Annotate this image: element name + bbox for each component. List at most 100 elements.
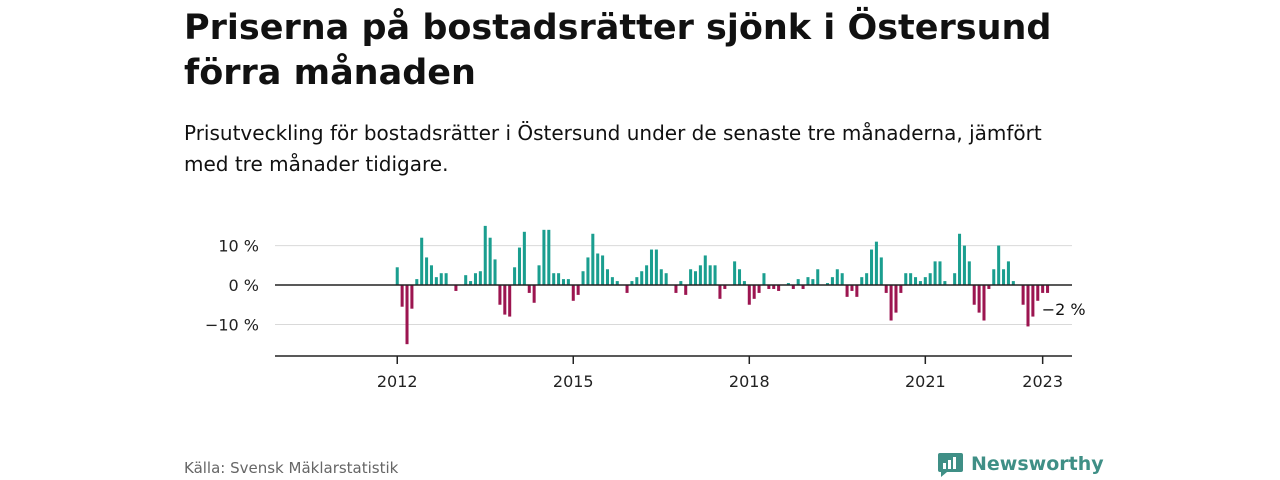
bar — [791, 285, 795, 289]
bar — [542, 229, 546, 286]
bar — [410, 285, 414, 309]
bar — [1011, 281, 1015, 286]
bar — [517, 247, 521, 286]
bar — [860, 277, 864, 286]
bar — [816, 269, 820, 286]
bar — [723, 285, 727, 289]
x-tick-label: 2023 — [1022, 372, 1063, 391]
bar — [811, 279, 815, 286]
bar — [610, 277, 614, 286]
bar — [742, 281, 746, 286]
bar — [605, 269, 610, 286]
bar — [625, 285, 629, 293]
bar — [1002, 269, 1006, 286]
bars — [395, 225, 1050, 345]
bar — [498, 285, 502, 305]
bar — [654, 249, 658, 286]
bar — [772, 285, 776, 289]
bar — [693, 271, 698, 286]
bar — [689, 269, 693, 286]
bar — [958, 233, 962, 286]
bar — [1046, 285, 1050, 293]
bar — [659, 269, 663, 286]
bar — [845, 285, 849, 297]
bar — [865, 273, 869, 286]
bar — [698, 265, 702, 286]
brand-name: Newsworthy — [971, 453, 1104, 475]
bar — [674, 285, 678, 293]
bar — [982, 285, 986, 321]
bar — [747, 285, 751, 305]
bar — [718, 285, 722, 299]
bar — [918, 281, 922, 286]
bar — [664, 273, 668, 286]
bar — [513, 267, 517, 286]
bar — [537, 265, 541, 286]
bar — [478, 271, 482, 286]
bar — [405, 285, 409, 345]
bar — [938, 261, 942, 286]
bar — [708, 265, 712, 286]
bar — [488, 237, 492, 286]
bar — [870, 249, 874, 286]
bar — [923, 277, 927, 286]
bar — [454, 285, 458, 291]
bar — [703, 255, 707, 286]
bar — [557, 273, 561, 286]
bar — [733, 261, 737, 286]
bar — [767, 285, 771, 289]
bar — [762, 273, 766, 286]
bar — [928, 273, 932, 286]
bar — [1026, 285, 1030, 327]
bar — [630, 281, 634, 286]
tick-labels: 10 % 0 % −10 % 2012 2015 2018 2021 2023 −2 % — [205, 237, 1086, 391]
bar — [933, 261, 937, 286]
bar — [649, 249, 654, 286]
bar — [713, 265, 717, 286]
bar — [434, 277, 438, 286]
bar — [596, 253, 600, 286]
bar — [953, 273, 957, 286]
bar — [879, 257, 883, 286]
bar — [884, 285, 888, 293]
x-tick-label: 2018 — [729, 372, 770, 391]
bar — [527, 285, 531, 293]
bar — [395, 267, 399, 286]
bar — [992, 269, 996, 286]
bar — [552, 273, 556, 286]
bar — [899, 285, 903, 293]
bar — [420, 237, 424, 286]
bar — [493, 259, 497, 286]
bar — [547, 229, 551, 286]
bar — [796, 279, 800, 286]
bar — [645, 265, 649, 286]
bar — [586, 257, 590, 286]
bar — [1006, 261, 1010, 286]
bar — [532, 285, 536, 303]
y-tick-label: −10 % — [205, 315, 259, 334]
bar — [757, 285, 761, 293]
bar — [601, 255, 605, 286]
bar — [581, 271, 585, 286]
bar — [473, 273, 477, 286]
bar — [635, 277, 639, 286]
bar — [914, 277, 918, 286]
bar — [1031, 285, 1035, 317]
y-tick-label: 10 % — [218, 237, 259, 256]
bar — [943, 281, 947, 286]
bar — [997, 245, 1001, 286]
newsworthy-logo-icon — [938, 452, 963, 477]
bar — [415, 279, 419, 286]
bar — [840, 273, 844, 286]
bar-chart: 10 % 0 % −10 % 2012 2015 2018 2021 2023 −2 % — [205, 225, 1086, 391]
bar — [909, 273, 913, 286]
x-tick-label: 2012 — [377, 372, 418, 391]
bar — [1036, 285, 1040, 301]
bar — [1021, 285, 1025, 305]
chart-subtitle: Prisutveckling för bostadsrätter i Öster… — [184, 121, 1042, 176]
source-note: Källa: Svensk Mäklarstatistik — [184, 459, 399, 477]
bar — [977, 285, 981, 313]
axes — [275, 284, 1072, 364]
bar — [483, 225, 487, 286]
bar — [640, 271, 644, 286]
